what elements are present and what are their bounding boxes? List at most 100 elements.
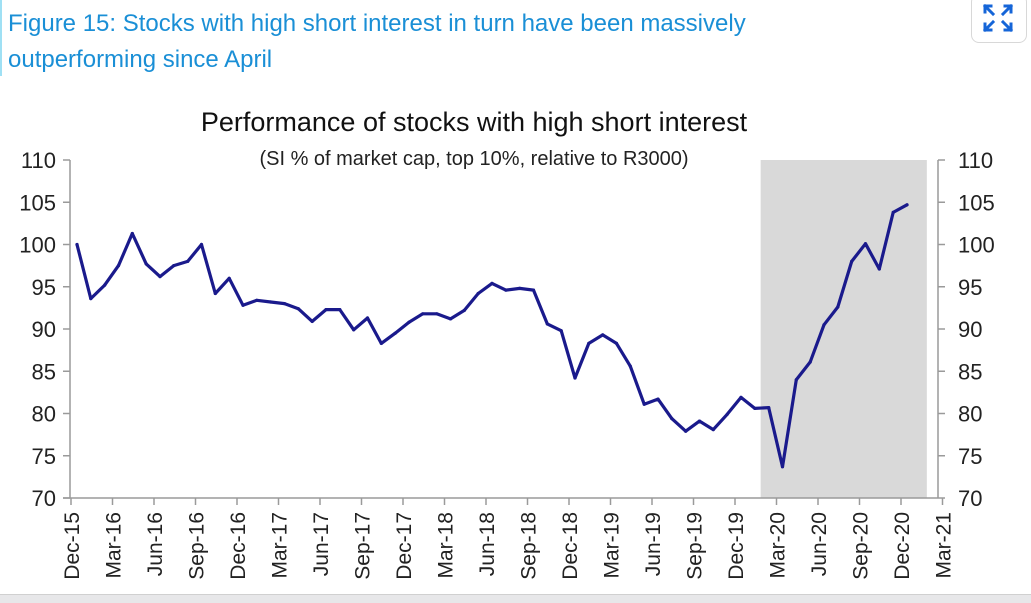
data-point [144, 262, 148, 266]
data-point [241, 303, 245, 307]
data-point [186, 259, 190, 263]
right-y-tick-label: 70 [958, 486, 982, 511]
data-point [780, 465, 785, 469]
x-tick-label: Sep-16 [186, 512, 209, 580]
x-tick-label: Mar-21 [933, 512, 956, 579]
data-point [269, 300, 273, 304]
right-y-tick-label: 85 [958, 359, 982, 384]
left-y-tick-label: 90 [32, 317, 56, 342]
data-point [379, 341, 383, 345]
x-tick-label: Mar-17 [269, 512, 292, 579]
data-point [822, 323, 826, 327]
data-point [490, 281, 494, 285]
data-point [130, 231, 134, 236]
x-tick-label: Mar-20 [767, 512, 790, 579]
data-point [725, 412, 729, 416]
data-point [435, 312, 439, 316]
right-y-tick-label: 80 [958, 402, 982, 427]
data-point [518, 286, 522, 290]
data-point [116, 264, 121, 268]
data-point [877, 267, 881, 271]
x-tick-label: Mar-18 [435, 512, 458, 579]
data-point [89, 297, 93, 301]
expand-arrows-icon [982, 3, 1014, 33]
right-y-tick-label: 110 [958, 148, 993, 173]
x-tick-label: Sep-19 [684, 512, 707, 580]
data-point [670, 417, 674, 421]
left-y-tick-label: 105 [19, 190, 56, 215]
data-point [103, 283, 107, 287]
data-point [504, 288, 508, 292]
data-point [711, 428, 715, 432]
data-point [227, 276, 231, 280]
data-point [282, 302, 287, 306]
data-point [75, 242, 79, 247]
data-point [213, 291, 217, 296]
left-y-tick-label: 110 [21, 148, 56, 173]
data-point [448, 317, 453, 321]
data-point [352, 328, 356, 332]
figure-accent-bar [0, 0, 2, 76]
x-tick-label: Dec-18 [559, 512, 582, 580]
x-tick-label: Sep-18 [518, 512, 541, 580]
data-point [739, 395, 743, 399]
data-point [324, 308, 328, 312]
data-point [684, 429, 688, 433]
x-tick-label: Dec-15 [61, 512, 84, 580]
data-point [338, 308, 342, 312]
chart-title: Performance of stocks with high short in… [201, 107, 748, 137]
right-y-tick-label: 100 [958, 233, 995, 258]
data-point [255, 298, 259, 302]
left-y-tick-label: 70 [32, 486, 56, 511]
data-point [601, 333, 605, 337]
data-point [767, 406, 771, 410]
shaded-region [760, 160, 927, 498]
data-point [891, 210, 895, 214]
x-tick-label: Dec-16 [227, 512, 250, 580]
right-y-tick-label: 105 [958, 190, 995, 215]
x-tick-label: Jun-19 [642, 512, 665, 576]
data-point [310, 319, 314, 323]
x-tick-label: Sep-17 [352, 512, 375, 580]
data-point [905, 203, 909, 207]
data-point [462, 308, 466, 312]
data-point [407, 320, 411, 324]
left-y-axis: 70 75 80 85 90 95 100 105 110 [19, 148, 71, 511]
data-point [573, 376, 577, 380]
x-tick-label: Sep-20 [850, 512, 873, 580]
data-point [850, 259, 854, 263]
right-y-tick-label: 90 [958, 317, 982, 342]
data-point [476, 291, 480, 296]
data-point [158, 275, 162, 279]
x-tick-label: Jun-16 [144, 512, 167, 576]
data-point [421, 312, 425, 316]
data-point [393, 331, 397, 335]
figure-title: Figure 15: Stocks with high short intere… [8, 6, 746, 78]
left-y-tick-label: 80 [32, 402, 56, 427]
expand-button[interactable] [971, 0, 1027, 43]
x-tick-label: Mar-19 [601, 512, 624, 579]
bottom-scroll-strip [0, 594, 1031, 603]
data-point [863, 242, 868, 246]
data-point [559, 329, 563, 333]
left-y-tick-label: 75 [32, 444, 56, 469]
data-point [587, 341, 591, 345]
data-point [172, 264, 176, 268]
right-y-tick-label: 95 [958, 275, 982, 300]
data-point [296, 307, 300, 311]
data-point [808, 360, 812, 364]
data-points [75, 203, 909, 469]
figure-title-line-2: outperforming since April [8, 46, 273, 73]
data-point [531, 288, 536, 292]
x-tick-label: Mar-16 [103, 512, 126, 579]
data-point [199, 242, 204, 247]
right-y-axis: 70 75 80 85 90 95 100 105 110 [937, 148, 995, 511]
x-tick-label: Dec-17 [393, 512, 416, 580]
data-point [753, 406, 757, 410]
data-point [365, 316, 370, 320]
left-y-tick-label: 85 [32, 359, 56, 384]
data-point [642, 402, 646, 406]
x-tick-label: Jun-18 [476, 512, 499, 576]
x-tick-label: Dec-19 [725, 512, 748, 580]
